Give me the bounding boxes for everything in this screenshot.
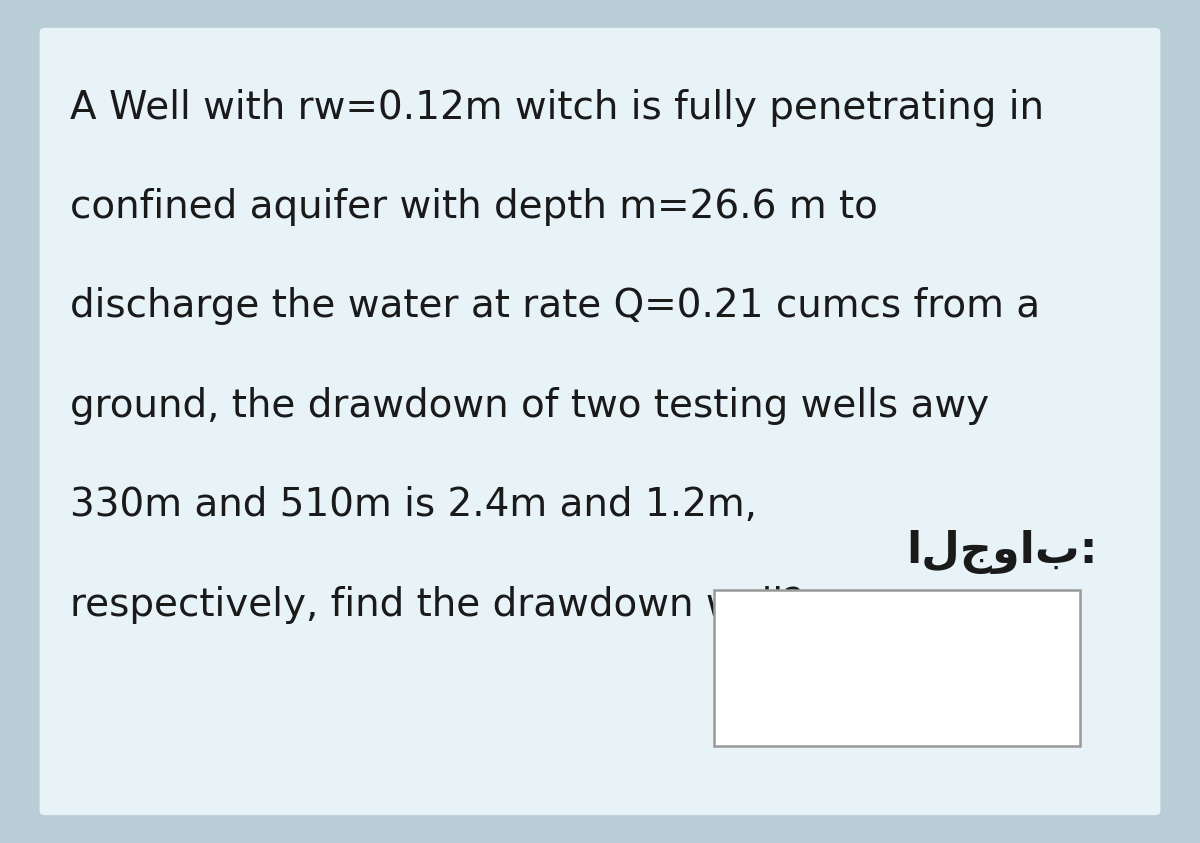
Text: الجواب:: الجواب: <box>906 530 1098 574</box>
Text: ground, the drawdown of two testing wells awy: ground, the drawdown of two testing well… <box>70 387 989 425</box>
Text: discharge the water at rate Q=0.21 cumcs from a: discharge the water at rate Q=0.21 cumcs… <box>70 287 1039 325</box>
FancyBboxPatch shape <box>40 28 1160 815</box>
Text: confined aquifer with depth m=26.6 m to: confined aquifer with depth m=26.6 m to <box>70 188 877 226</box>
Text: 330m and 510m is 2.4m and 1.2m,: 330m and 510m is 2.4m and 1.2m, <box>70 486 756 524</box>
FancyBboxPatch shape <box>714 590 1080 746</box>
Text: A Well with rw=0.12m witch is fully penetrating in: A Well with rw=0.12m witch is fully pene… <box>70 89 1044 126</box>
Text: respectively, find the drawdown well?: respectively, find the drawdown well? <box>70 586 803 624</box>
